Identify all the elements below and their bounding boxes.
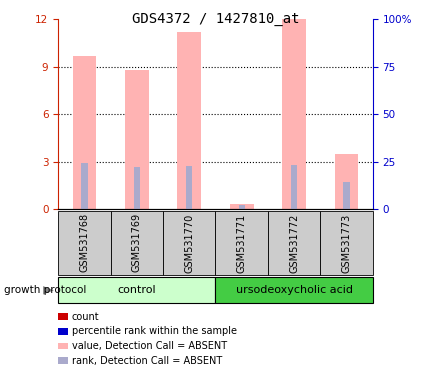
Bar — [133, 167, 140, 209]
Bar — [229, 204, 253, 209]
Bar — [72, 56, 96, 209]
Text: GSM531768: GSM531768 — [79, 214, 89, 272]
Text: GSM531770: GSM531770 — [184, 213, 194, 273]
Text: count: count — [72, 312, 99, 322]
Text: rank, Detection Call = ABSENT: rank, Detection Call = ABSENT — [72, 356, 222, 366]
Text: GSM531772: GSM531772 — [289, 213, 298, 273]
Bar — [81, 162, 87, 209]
Bar — [334, 154, 358, 209]
Bar — [186, 166, 192, 209]
Bar — [343, 182, 349, 209]
Text: GSM531769: GSM531769 — [132, 214, 141, 272]
Bar — [238, 205, 244, 209]
Text: growth protocol: growth protocol — [4, 285, 86, 295]
Text: control: control — [117, 285, 156, 295]
Bar — [177, 32, 201, 209]
Text: GSM531773: GSM531773 — [341, 213, 351, 273]
Bar — [290, 165, 297, 209]
Text: percentile rank within the sample: percentile rank within the sample — [72, 326, 236, 336]
Text: GDS4372 / 1427810_at: GDS4372 / 1427810_at — [132, 12, 298, 25]
Text: GSM531771: GSM531771 — [236, 213, 246, 273]
Bar — [125, 70, 148, 209]
Bar — [282, 19, 305, 209]
Text: value, Detection Call = ABSENT: value, Detection Call = ABSENT — [72, 341, 227, 351]
Text: ursodeoxycholic acid: ursodeoxycholic acid — [235, 285, 352, 295]
